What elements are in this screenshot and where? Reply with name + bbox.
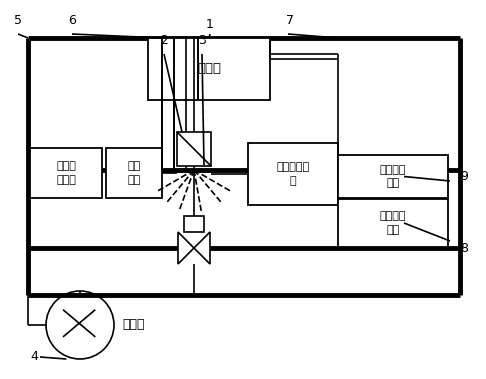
Polygon shape [178,232,194,264]
Text: 9: 9 [460,171,468,183]
Bar [338,199,448,247]
Bar [338,155,448,198]
Text: 1: 1 [206,17,214,30]
Text: 压力
开关: 压力 开关 [127,161,140,185]
Bar [106,148,162,198]
Text: 4: 4 [30,351,38,363]
Text: 7: 7 [286,14,294,28]
Text: 2: 2 [160,34,168,47]
Bar [248,143,338,205]
Bar [184,216,204,232]
Text: 货舱冷藏
机组: 货舱冷藏 机组 [380,211,406,235]
Text: 乘员舱蒸发
器: 乘员舱蒸发 器 [277,162,310,186]
Text: 冷藏机组
电路: 冷藏机组 电路 [380,165,406,188]
Text: 6: 6 [68,14,76,28]
Text: 8: 8 [460,243,468,255]
Text: 5: 5 [14,14,22,28]
Bar [177,132,211,166]
Polygon shape [194,232,210,264]
Text: 冷凝器
干燥器: 冷凝器 干燥器 [56,161,76,185]
Bar [30,148,102,198]
Bar [148,38,270,100]
Text: 3: 3 [198,34,206,47]
Text: 控制器: 控制器 [197,63,221,75]
Text: 压缩机: 压缩机 [122,318,144,332]
